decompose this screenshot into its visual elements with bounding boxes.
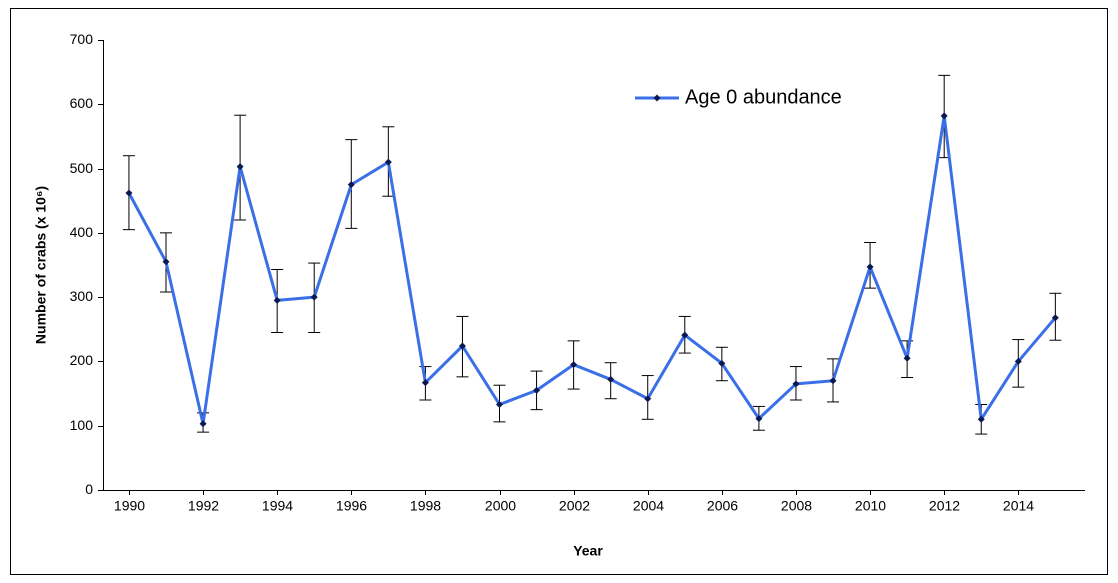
legend-marker (653, 94, 661, 102)
data-point (977, 415, 985, 423)
y-tick-label: 400 (70, 224, 94, 240)
y-axis-label: Number of crabs (x 10⁶) (33, 186, 49, 344)
data-point (236, 163, 244, 171)
data-point (273, 296, 281, 304)
data-point (496, 401, 504, 408)
x-tick-label: 1996 (336, 498, 367, 514)
chart-frame (10, 8, 1108, 575)
data-point (458, 342, 466, 350)
data-point (1014, 357, 1022, 365)
y-tick-label: 0 (85, 481, 93, 497)
data-point (792, 380, 800, 388)
data-point (866, 263, 874, 271)
data-point (718, 359, 726, 367)
y-tick-label: 200 (70, 352, 94, 368)
x-tick-label: 1990 (114, 498, 145, 514)
data-point (1051, 314, 1059, 322)
data-point (421, 379, 429, 387)
x-tick-label: 1994 (262, 498, 293, 514)
data-point (755, 415, 763, 423)
data-point (384, 158, 392, 166)
data-point (607, 375, 615, 383)
data-point (199, 420, 207, 428)
data-point (940, 112, 948, 120)
data-point (903, 354, 911, 362)
x-tick-label: 2002 (559, 498, 590, 514)
x-tick-label: 2008 (781, 498, 812, 514)
x-tick-label: 1992 (188, 498, 219, 514)
x-tick-label: 2012 (929, 498, 960, 514)
data-point (570, 361, 578, 369)
data-point (310, 293, 318, 301)
data-point (125, 189, 133, 197)
x-tick-label: 2010 (855, 498, 886, 514)
data-point (162, 258, 170, 266)
y-tick-label: 100 (70, 417, 94, 433)
data-point (644, 395, 652, 403)
x-tick-label: 2000 (485, 498, 516, 514)
data-line (127, 114, 1057, 426)
x-tick-label: 2006 (707, 498, 738, 514)
x-tick-label: 2014 (1003, 498, 1034, 514)
x-axis-label: Year (573, 543, 603, 559)
y-tick-label: 300 (70, 288, 94, 304)
data-point (347, 181, 355, 189)
y-tick-label: 500 (70, 160, 94, 176)
y-tick-label: 600 (70, 95, 94, 111)
data-point (533, 386, 541, 394)
legend-label: Age 0 abundance (685, 86, 842, 108)
y-tick-label: 700 (70, 31, 94, 47)
data-point (681, 331, 689, 339)
x-tick-label: 1998 (410, 498, 441, 514)
x-tick-label: 2004 (633, 498, 664, 514)
data-point (829, 377, 837, 385)
